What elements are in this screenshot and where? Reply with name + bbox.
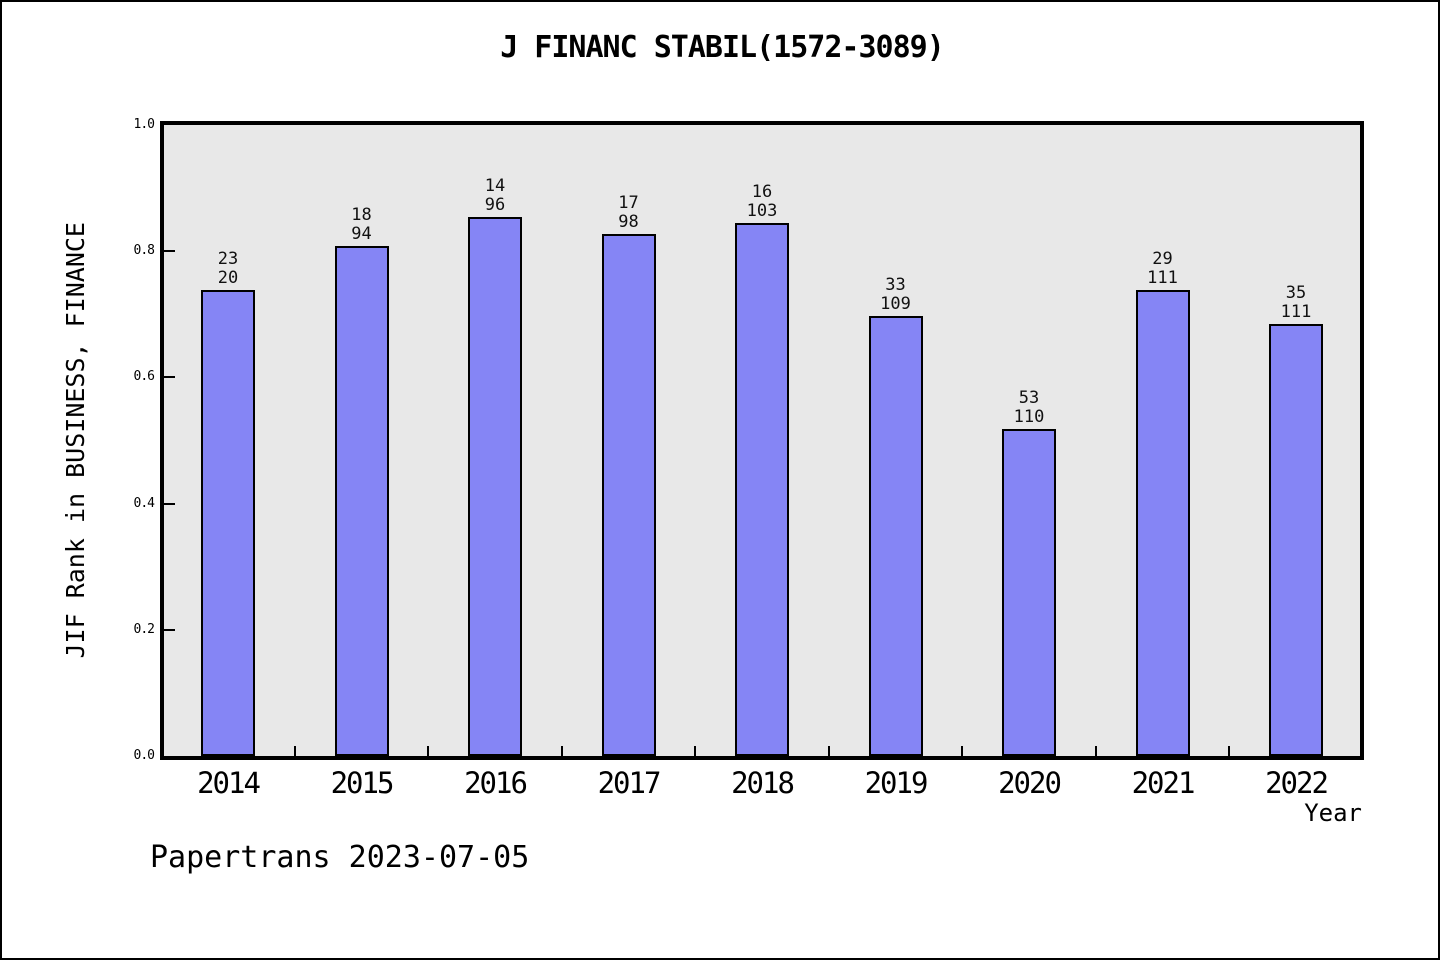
x-axis-tick bbox=[694, 746, 696, 756]
bar-2017 bbox=[602, 234, 656, 756]
x-axis-tick bbox=[1095, 746, 1097, 756]
x-tick-label-2022: 2022 bbox=[1265, 766, 1329, 800]
x-axis-tick bbox=[961, 746, 963, 756]
x-axis-tick bbox=[427, 746, 429, 756]
bar-value-label-2017: 17 98 bbox=[618, 193, 639, 232]
x-tick-label-2018: 2018 bbox=[731, 766, 795, 800]
x-tick-label-2020: 2020 bbox=[998, 766, 1062, 800]
chart-title: J FINANC STABIL(1572-3089) bbox=[500, 30, 945, 65]
y-axis-tick bbox=[164, 250, 175, 252]
bar-value-label-2022: 35 111 bbox=[1280, 283, 1312, 322]
bar-value-label-2019: 33 109 bbox=[880, 275, 911, 314]
x-tick-label-2016: 2016 bbox=[464, 766, 528, 800]
y-tick-label-0.6: 0.6 bbox=[133, 369, 155, 384]
x-tick-label-2019: 2019 bbox=[864, 766, 929, 800]
y-axis-label-text: JIF Rank in BUSINESS, FINANCE bbox=[60, 222, 90, 659]
bar-2014 bbox=[201, 290, 255, 756]
x-axis-tick bbox=[828, 746, 830, 756]
bar-2021 bbox=[1136, 290, 1190, 756]
footer-text: Papertrans 2023-07-05 bbox=[150, 840, 530, 875]
y-tick-label-0.0: 0.0 bbox=[133, 748, 155, 763]
x-axis-tick bbox=[294, 746, 296, 756]
bar-2015 bbox=[335, 246, 389, 756]
x-tick-label-2014: 2014 bbox=[197, 766, 261, 800]
bar-value-label-2016: 14 96 bbox=[484, 176, 506, 215]
y-tick-label-1.0: 1.0 bbox=[133, 117, 155, 132]
x-axis-tick bbox=[1228, 746, 1230, 756]
x-axis-label: Year bbox=[1304, 799, 1362, 827]
x-tick-label-2015: 2015 bbox=[330, 766, 395, 800]
y-axis-label: JIF Rank in BUSINESS, FINANCE bbox=[54, 121, 96, 760]
y-axis-tick bbox=[164, 503, 175, 505]
plot-area: 23 20 18 94 14 96 17 98 16 103 33 109 53 110 29… bbox=[160, 121, 1364, 760]
bar-value-label-2021: 29 111 bbox=[1147, 249, 1178, 288]
bar-2020 bbox=[1002, 429, 1056, 756]
bar-2016 bbox=[468, 217, 522, 756]
y-axis-tick bbox=[164, 376, 175, 378]
bar-value-label-2015: 18 94 bbox=[351, 205, 372, 244]
y-axis-tick bbox=[164, 629, 175, 631]
bar-2022 bbox=[1269, 324, 1323, 756]
bar-2019 bbox=[869, 316, 923, 756]
bar-value-label-2018: 16 103 bbox=[746, 182, 778, 221]
bar-value-label-2020: 53 110 bbox=[1013, 388, 1045, 427]
x-axis-tick bbox=[561, 746, 563, 756]
bar-2018 bbox=[735, 223, 789, 756]
x-tick-label-2017: 2017 bbox=[597, 766, 662, 800]
y-tick-label-0.8: 0.8 bbox=[133, 243, 155, 258]
x-tick-label-2021: 2021 bbox=[1131, 766, 1196, 800]
y-tick-label-0.4: 0.4 bbox=[133, 496, 155, 511]
bar-value-label-2014: 23 20 bbox=[217, 249, 239, 288]
y-tick-label-0.2: 0.2 bbox=[133, 622, 155, 637]
